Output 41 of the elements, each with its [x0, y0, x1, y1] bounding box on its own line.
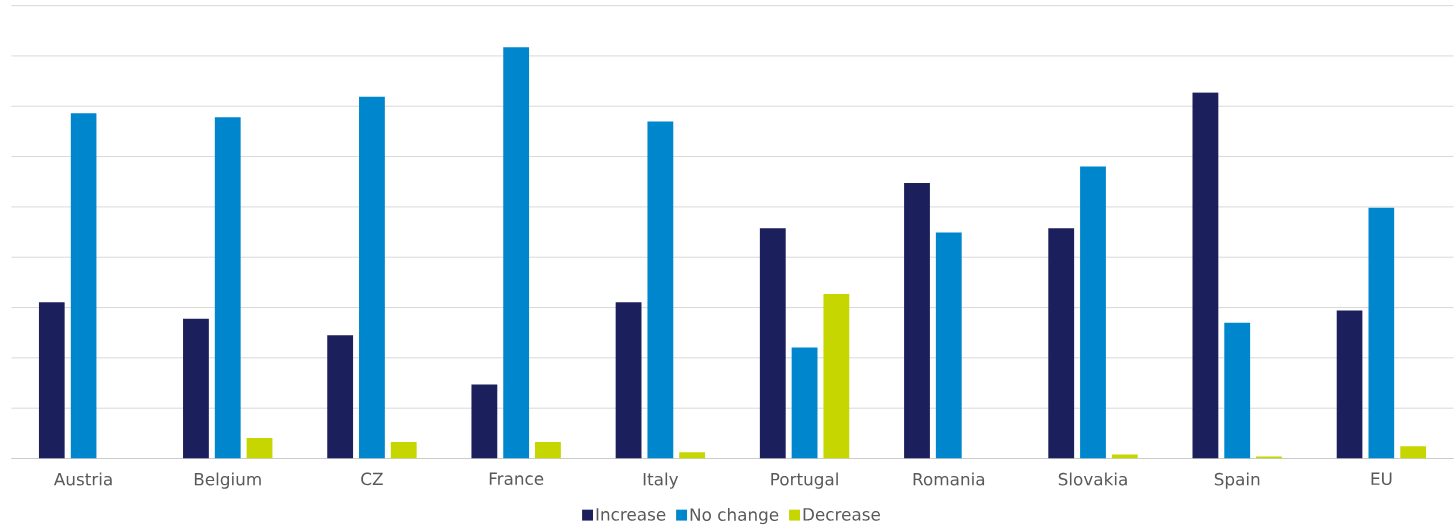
- legend-label: Increase: [596, 508, 666, 521]
- x-tick-label: Slovakia: [1058, 472, 1127, 486]
- x-tick-label: Austria: [53, 472, 112, 486]
- x-tick-label: Spain: [1214, 472, 1260, 489]
- bar: [38, 302, 65, 459]
- x-tick-label: Belgium: [194, 472, 261, 489]
- bar: [246, 437, 273, 459]
- bar: [70, 113, 97, 459]
- bar: [759, 228, 786, 459]
- bar: [904, 182, 930, 459]
- bar: [359, 96, 385, 459]
- bar: [791, 347, 818, 459]
- bar: [615, 302, 642, 459]
- bar: [1224, 322, 1251, 459]
- bar: [535, 441, 561, 459]
- bar: [935, 232, 962, 459]
- bar: [1111, 454, 1138, 459]
- bar: [647, 121, 674, 459]
- bar: [1192, 92, 1219, 459]
- legend-label: No change: [690, 507, 779, 525]
- x-tick-label: Italy: [643, 472, 679, 489]
- legend-label: Decrease: [803, 508, 880, 521]
- bar: [679, 452, 706, 459]
- x-tick-label: Portugal: [771, 472, 838, 489]
- bar: [214, 117, 241, 459]
- bar: [390, 441, 417, 459]
- bar: [1048, 228, 1075, 459]
- x-tick-label: CZ: [361, 472, 383, 486]
- bar: [1080, 166, 1106, 459]
- bar: [1256, 456, 1282, 459]
- bar: [327, 335, 354, 459]
- bar: [1400, 446, 1427, 459]
- x-tick-label: Romania: [913, 472, 985, 486]
- bar: [1336, 310, 1363, 459]
- x-tick-label: France: [489, 472, 544, 485]
- bar: [503, 47, 530, 459]
- x-tick-label: EU: [1371, 472, 1392, 485]
- bar: [1368, 207, 1395, 459]
- bar: [183, 318, 209, 459]
- bar: [823, 293, 850, 459]
- bar: [471, 384, 498, 459]
